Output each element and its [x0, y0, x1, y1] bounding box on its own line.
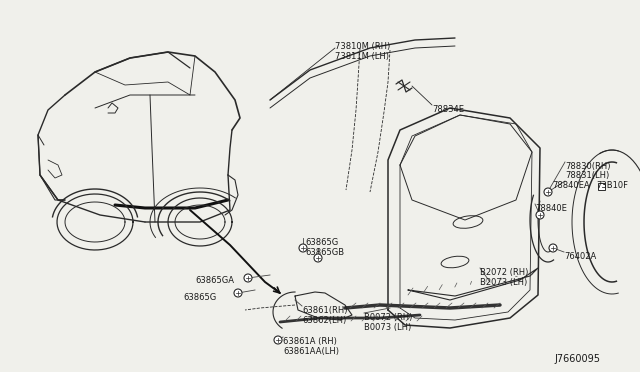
Text: 63865G: 63865G — [183, 293, 216, 302]
Circle shape — [544, 188, 552, 196]
Text: 76402A: 76402A — [564, 252, 596, 261]
Text: 63865GB: 63865GB — [305, 248, 344, 257]
Text: 63861(RH): 63861(RH) — [302, 306, 348, 315]
Circle shape — [274, 336, 282, 344]
Circle shape — [314, 254, 322, 262]
Text: 63865G: 63865G — [305, 238, 339, 247]
Circle shape — [299, 244, 307, 252]
Text: 63862(LH): 63862(LH) — [302, 316, 346, 325]
Circle shape — [549, 244, 557, 252]
Text: 78840EA: 78840EA — [552, 181, 589, 190]
Text: 78840E: 78840E — [535, 204, 567, 213]
Circle shape — [234, 289, 242, 297]
Text: 63861AA(LH): 63861AA(LH) — [283, 347, 339, 356]
Circle shape — [244, 274, 252, 282]
Text: 78830(RH): 78830(RH) — [565, 162, 611, 171]
Text: J7660095: J7660095 — [554, 354, 600, 364]
Text: 63865GA: 63865GA — [195, 276, 234, 285]
Text: 73B10F: 73B10F — [596, 181, 628, 190]
Bar — [598, 183, 605, 190]
Text: B2073 (LH): B2073 (LH) — [480, 278, 527, 287]
Text: 73810M (RH): 73810M (RH) — [335, 42, 390, 51]
Text: B0072 (RH): B0072 (RH) — [364, 313, 412, 322]
Text: B2072 (RH): B2072 (RH) — [480, 268, 529, 277]
Text: 73811M (LH): 73811M (LH) — [335, 52, 389, 61]
Circle shape — [536, 211, 544, 219]
Text: 63861A (RH): 63861A (RH) — [283, 337, 337, 346]
Text: 78831(LH): 78831(LH) — [565, 171, 609, 180]
Text: 78834E: 78834E — [432, 105, 464, 114]
Text: B0073 (LH): B0073 (LH) — [364, 323, 412, 332]
